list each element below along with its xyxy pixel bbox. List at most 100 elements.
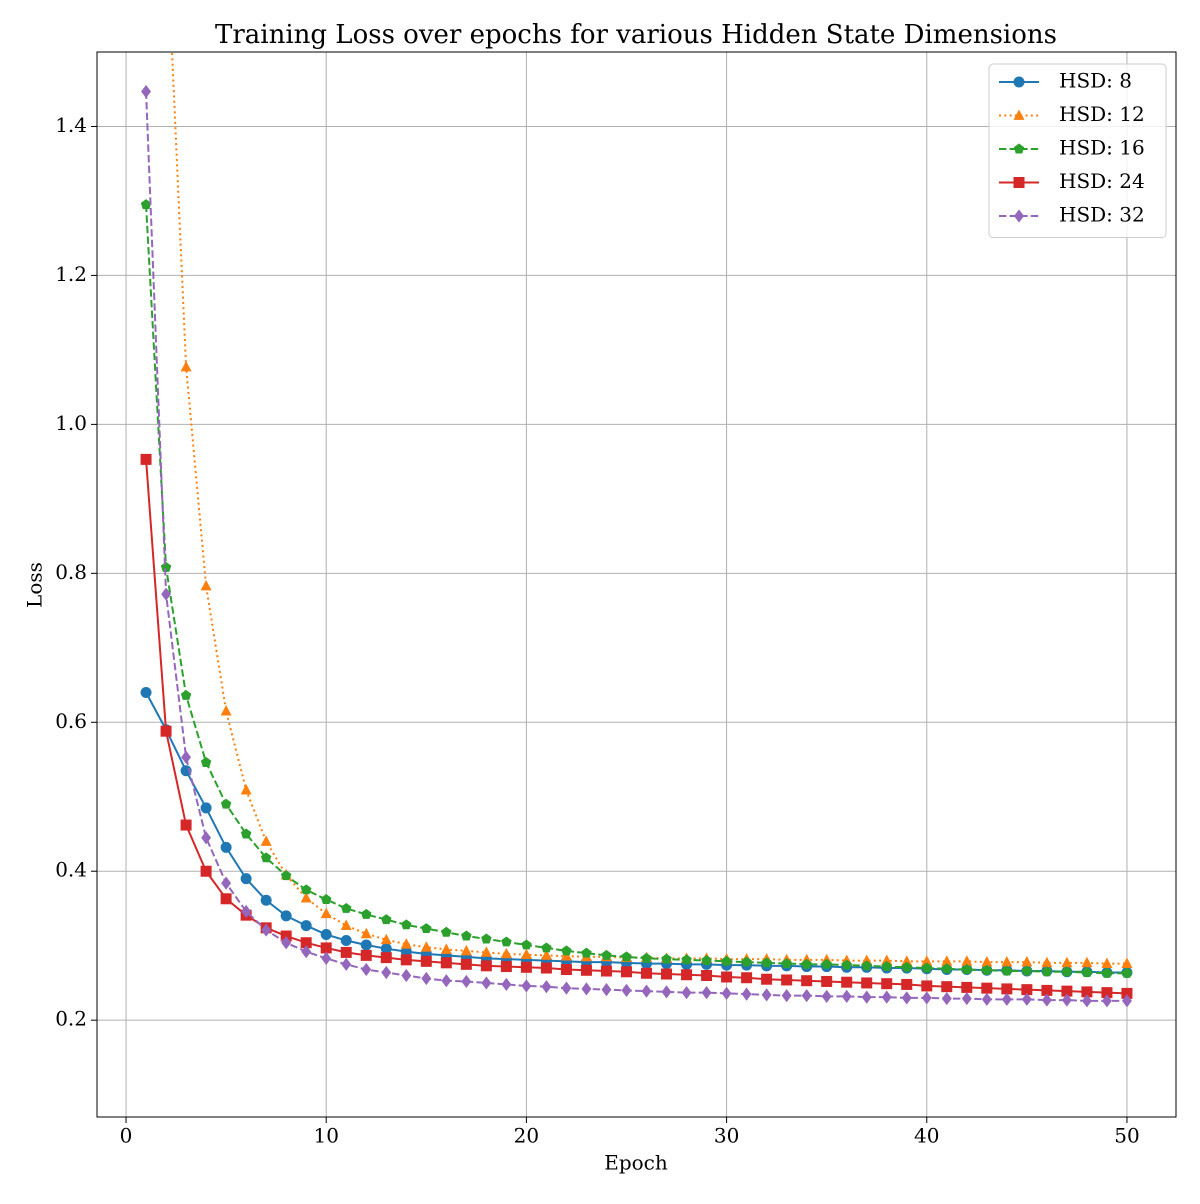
marker — [1001, 956, 1013, 967]
marker — [480, 960, 492, 972]
marker — [420, 941, 432, 952]
plot-area — [140, 52, 1133, 1008]
marker — [761, 973, 773, 985]
marker — [180, 689, 192, 700]
marker — [781, 974, 793, 986]
marker — [1041, 956, 1053, 968]
marker — [240, 828, 252, 839]
marker — [260, 894, 272, 906]
marker — [961, 991, 972, 1006]
marker — [1081, 986, 1093, 998]
marker — [1101, 967, 1113, 978]
marker — [421, 971, 432, 986]
marker — [641, 952, 652, 963]
marker — [180, 360, 192, 372]
marker — [981, 956, 993, 967]
marker — [581, 947, 592, 958]
marker — [360, 939, 372, 951]
marker — [861, 990, 872, 1004]
marker — [501, 936, 512, 947]
marker — [341, 902, 352, 913]
marker — [300, 891, 312, 903]
marker — [861, 960, 872, 971]
marker — [761, 988, 772, 1002]
marker — [460, 944, 472, 956]
marker — [400, 938, 412, 949]
marker — [520, 948, 532, 960]
marker — [821, 989, 832, 1003]
marker — [901, 991, 912, 1005]
marker — [941, 991, 952, 1006]
marker — [540, 949, 552, 960]
marker — [541, 942, 552, 953]
marker — [180, 819, 192, 831]
marker — [521, 939, 532, 950]
x-tick-label: 40 — [914, 1124, 939, 1148]
marker — [481, 933, 492, 944]
marker — [701, 955, 712, 966]
marker — [981, 982, 993, 994]
marker — [681, 969, 693, 981]
marker — [1041, 993, 1052, 1007]
marker — [641, 967, 653, 979]
marker — [300, 920, 312, 932]
y-tick-label: 0.8 — [55, 560, 87, 584]
marker — [200, 865, 212, 877]
marker — [1121, 987, 1133, 999]
marker — [381, 914, 392, 925]
marker — [821, 975, 833, 987]
marker — [481, 976, 492, 990]
marker — [881, 961, 892, 972]
x-axis-label: Epoch — [604, 1151, 668, 1175]
marker — [220, 841, 232, 853]
marker — [1021, 984, 1033, 996]
marker — [681, 954, 692, 965]
marker — [401, 919, 412, 930]
marker — [580, 964, 592, 976]
marker — [941, 955, 953, 966]
marker — [221, 876, 232, 890]
marker — [541, 980, 552, 994]
marker — [260, 835, 272, 846]
marker — [921, 955, 933, 966]
legend-label: HSD: 32 — [1059, 203, 1145, 227]
marker — [520, 961, 532, 973]
marker — [921, 962, 932, 973]
marker — [240, 873, 252, 885]
marker — [440, 943, 452, 954]
marker — [160, 725, 172, 737]
marker — [1021, 992, 1032, 1006]
marker — [781, 989, 792, 1003]
marker — [500, 947, 512, 959]
marker — [581, 982, 592, 996]
legend-box — [988, 63, 1167, 238]
x-tick-label: 30 — [714, 1124, 739, 1148]
legend-label: HSD: 12 — [1059, 102, 1145, 126]
marker — [1061, 985, 1073, 997]
y-tick-label: 0.2 — [55, 1007, 87, 1031]
marker — [1013, 109, 1025, 120]
marker — [361, 908, 372, 919]
legend-label: HSD: 24 — [1059, 169, 1145, 193]
marker — [500, 961, 512, 973]
series-line — [145, 692, 1127, 974]
marker — [261, 923, 272, 937]
series-line — [145, 204, 1127, 975]
x-tick-label: 10 — [313, 1124, 338, 1148]
marker — [1013, 177, 1025, 188]
marker — [240, 784, 252, 795]
marker — [220, 893, 232, 905]
marker — [621, 983, 632, 997]
legend: HSD: 8 HSD: 12 HSD: 16 HSD: 24 HSD: 32 — [988, 63, 1167, 238]
marker — [300, 884, 312, 895]
marker — [1061, 966, 1073, 977]
marker — [460, 958, 472, 970]
marker — [220, 705, 232, 716]
marker — [340, 934, 352, 946]
marker — [360, 949, 372, 961]
marker — [1081, 994, 1092, 1008]
marker — [741, 956, 752, 967]
marker — [781, 958, 792, 969]
marker — [881, 990, 892, 1004]
